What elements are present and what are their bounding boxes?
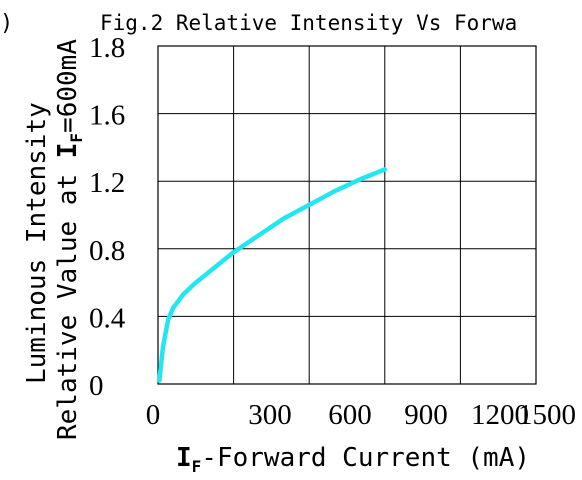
x-tick-label: 300 — [248, 399, 292, 431]
x-tick-label: 0 — [146, 399, 161, 431]
x-tick-label: 1500 — [518, 399, 576, 431]
y-axis-label-prefix: Relative Value at — [53, 158, 83, 440]
x-axis-label-subscript: F — [192, 457, 202, 476]
y-axis-label-suffix: =600mA — [53, 39, 83, 133]
y-axis-label-text: Relative Value at IF=600mA — [53, 39, 86, 440]
chart-title: Fig.2 Relative Intensity Vs Forwa — [100, 11, 517, 35]
y-tick-label: 0.8 — [89, 235, 125, 267]
y-axis-label-line1: Luminous Intensity — [22, 102, 52, 384]
y-tick-label: 0 — [89, 370, 104, 402]
y-tick-label: 0.4 — [89, 302, 126, 334]
x-tick-label: 600 — [328, 399, 372, 431]
title-prefix: ) — [0, 11, 13, 36]
plot-frame — [157, 45, 537, 385]
x-tick-label: 900 — [404, 399, 448, 431]
y-tick-label: 1.2 — [89, 167, 125, 199]
x-tick-label: 1200 — [471, 399, 529, 431]
series-line — [157, 167, 388, 383]
x-axis-label: IF-Forward Current (mA) — [176, 443, 530, 476]
y-axis-label-subscript: F — [67, 133, 86, 143]
x-axis-label-text: -Forward Current (mA) — [201, 443, 530, 473]
y-axis-label-text: Luminous Intensity — [22, 102, 52, 384]
y-axis-label-symbol: I — [53, 143, 83, 159]
y-tick-label: 1.6 — [89, 100, 125, 132]
y-tick-label: 1.8 — [89, 32, 125, 64]
x-axis-label-symbol: I — [176, 443, 192, 473]
y-axis-label-line2: Relative Value at IF=600mA — [53, 39, 86, 440]
